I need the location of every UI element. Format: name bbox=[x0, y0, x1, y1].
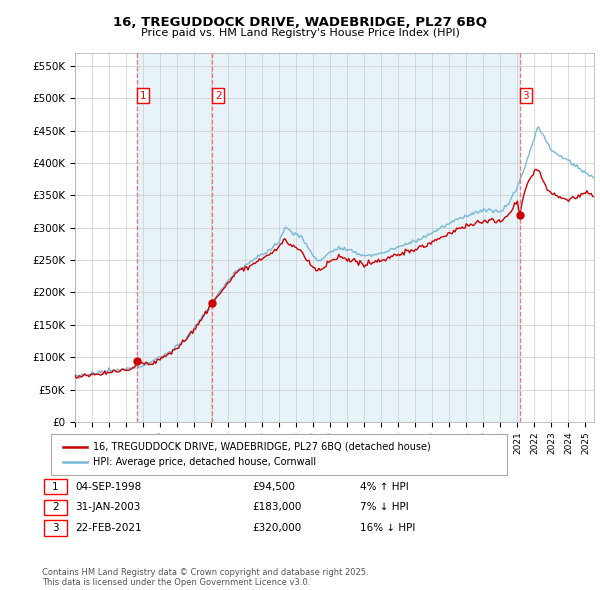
Text: £94,500: £94,500 bbox=[252, 482, 295, 491]
Text: Contains HM Land Registry data © Crown copyright and database right 2025.
This d: Contains HM Land Registry data © Crown c… bbox=[42, 568, 368, 587]
Text: 16, TREGUDDOCK DRIVE, WADEBRIDGE, PL27 6BQ (detached house): 16, TREGUDDOCK DRIVE, WADEBRIDGE, PL27 6… bbox=[93, 441, 431, 451]
Text: 2: 2 bbox=[52, 503, 59, 512]
Text: 2: 2 bbox=[215, 90, 221, 100]
Text: HPI: Average price, detached house, Cornwall: HPI: Average price, detached house, Corn… bbox=[93, 457, 316, 467]
Text: 22-FEB-2021: 22-FEB-2021 bbox=[75, 523, 142, 533]
Text: £183,000: £183,000 bbox=[252, 503, 301, 512]
Text: Price paid vs. HM Land Registry's House Price Index (HPI): Price paid vs. HM Land Registry's House … bbox=[140, 28, 460, 38]
Text: 1: 1 bbox=[52, 482, 59, 491]
Text: 4% ↑ HPI: 4% ↑ HPI bbox=[360, 482, 409, 491]
Text: 16, TREGUDDOCK DRIVE, WADEBRIDGE, PL27 6BQ: 16, TREGUDDOCK DRIVE, WADEBRIDGE, PL27 6… bbox=[113, 16, 487, 29]
Text: 7% ↓ HPI: 7% ↓ HPI bbox=[360, 503, 409, 512]
Text: £320,000: £320,000 bbox=[252, 523, 301, 533]
Text: 04-SEP-1998: 04-SEP-1998 bbox=[75, 482, 141, 491]
Text: 3: 3 bbox=[52, 523, 59, 533]
Text: 1: 1 bbox=[140, 90, 146, 100]
Bar bbox=[137, 53, 520, 422]
Text: 31-JAN-2003: 31-JAN-2003 bbox=[75, 503, 140, 512]
Text: 3: 3 bbox=[523, 90, 529, 100]
Text: 16% ↓ HPI: 16% ↓ HPI bbox=[360, 523, 415, 533]
